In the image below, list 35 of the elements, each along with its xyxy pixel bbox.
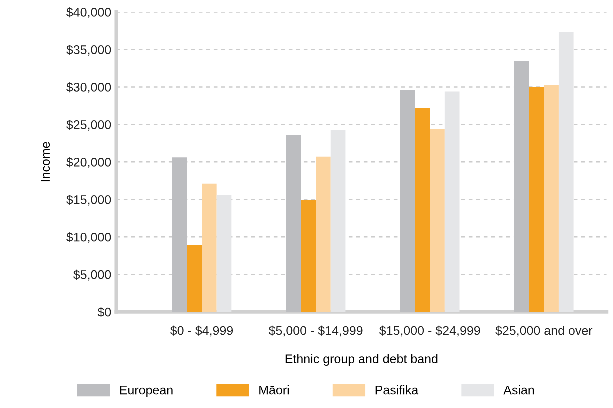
y-tick-label: $35,000 [66, 45, 112, 56]
y-tick-label: $20,000 [66, 157, 112, 168]
y-tick-label: $15,000 [66, 194, 112, 206]
x-tick-label: $15,000 - $24,999 [380, 326, 480, 337]
x-axis-title: Ethnic group and debt band [286, 354, 438, 366]
bar [430, 129, 445, 312]
x-tick-label: $5,000 - $14,999 [268, 326, 363, 337]
bar [316, 156, 331, 312]
y-tick-label: $25,000 [66, 120, 112, 131]
y-tick-label: $40,000 [66, 8, 112, 18]
bar [286, 135, 302, 312]
bar [330, 130, 346, 312]
y-tick-label: $0 [98, 307, 112, 318]
y-tick-label: $30,000 [66, 82, 112, 94]
bar [415, 108, 430, 312]
bar [187, 245, 202, 312]
bar [544, 84, 559, 312]
legend-label: Asian [504, 386, 534, 395]
bar [529, 87, 544, 312]
legend-label: Māori [260, 386, 289, 395]
bar [301, 200, 316, 312]
bar [172, 158, 188, 312]
x-tick-label: $25,000 and over [496, 326, 593, 337]
legend-label: European [120, 386, 173, 398]
bar [558, 32, 574, 312]
y-axis-title: Income [41, 142, 50, 182]
x-tick-label: $0 - $4,999 [170, 326, 234, 337]
y-tick-label: $5,000 [74, 270, 112, 281]
y-tick-label: $10,000 [66, 232, 112, 244]
bar [202, 184, 217, 312]
bar [444, 92, 460, 312]
bar [514, 60, 530, 312]
bar [400, 90, 416, 312]
legend-label: Pasifika [376, 386, 419, 395]
bar [216, 195, 232, 312]
